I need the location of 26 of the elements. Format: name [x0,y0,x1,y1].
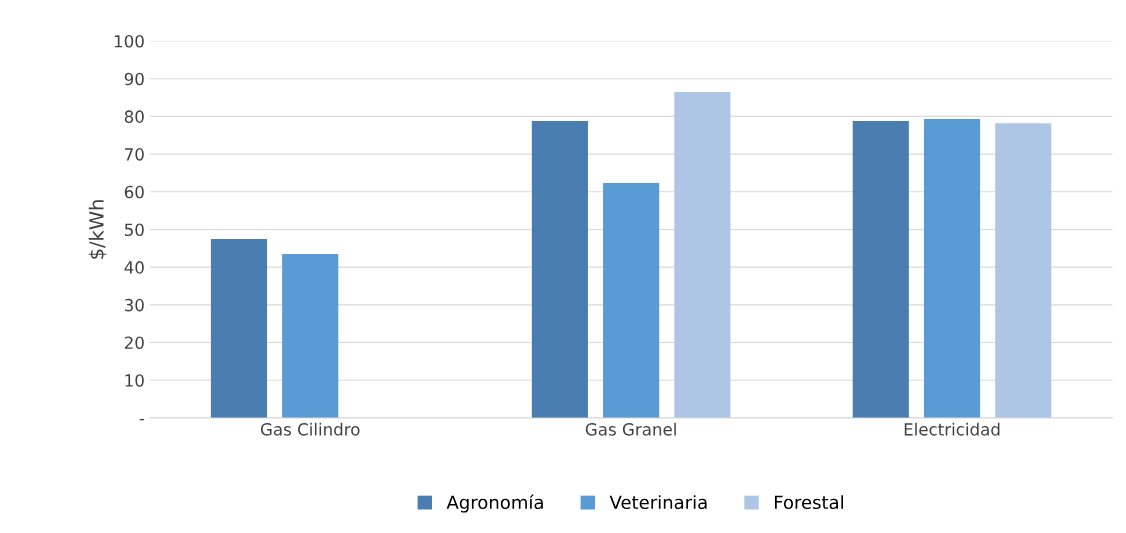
legend-label: Agronomía [446,494,543,513]
bar [852,120,909,418]
y-tick-label: 10 [125,374,144,387]
y-tick-label: 60 [124,185,144,199]
y-axis-title: $/kWh [88,200,107,259]
y-tick-label: 80 [124,110,144,123]
y-tick-label: 70 [125,148,144,161]
bar [923,119,981,418]
y-tick-label: 90 [124,72,144,86]
bar [282,253,339,418]
x-tick-label: Gas Cilindro [260,422,360,436]
y-tick-label: 100 [114,35,144,48]
legend-label: Forestal [774,495,843,510]
x-tick-label: Gas Granel [585,422,676,436]
y-tick-label: 30 [124,298,144,312]
bar [210,238,268,418]
y-tick-label: - [139,418,145,421]
bar [603,183,660,418]
y-tick-label: 50 [124,223,144,237]
y-tick-label: 40 [124,261,144,274]
bar [531,120,588,418]
x-tick-label: Electricidad [904,422,1000,436]
legend-label: Veterinaria [609,495,707,510]
bar [674,91,731,418]
y-tick-label: 20 [124,336,144,350]
bar [995,123,1052,418]
